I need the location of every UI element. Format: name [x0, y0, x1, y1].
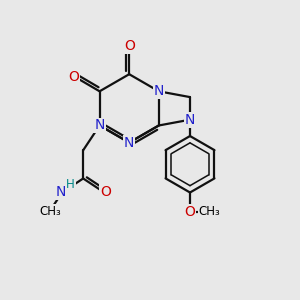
Text: O: O: [100, 185, 111, 200]
Text: O: O: [124, 39, 135, 53]
Text: N: N: [94, 118, 105, 133]
Text: O: O: [68, 70, 79, 84]
Text: N: N: [154, 84, 164, 98]
Text: H: H: [66, 178, 75, 190]
Text: N: N: [124, 136, 134, 150]
Text: CH₃: CH₃: [198, 205, 220, 218]
Text: O: O: [184, 205, 195, 219]
Text: N: N: [56, 185, 66, 200]
Text: N: N: [185, 113, 195, 127]
Text: CH₃: CH₃: [39, 205, 61, 218]
